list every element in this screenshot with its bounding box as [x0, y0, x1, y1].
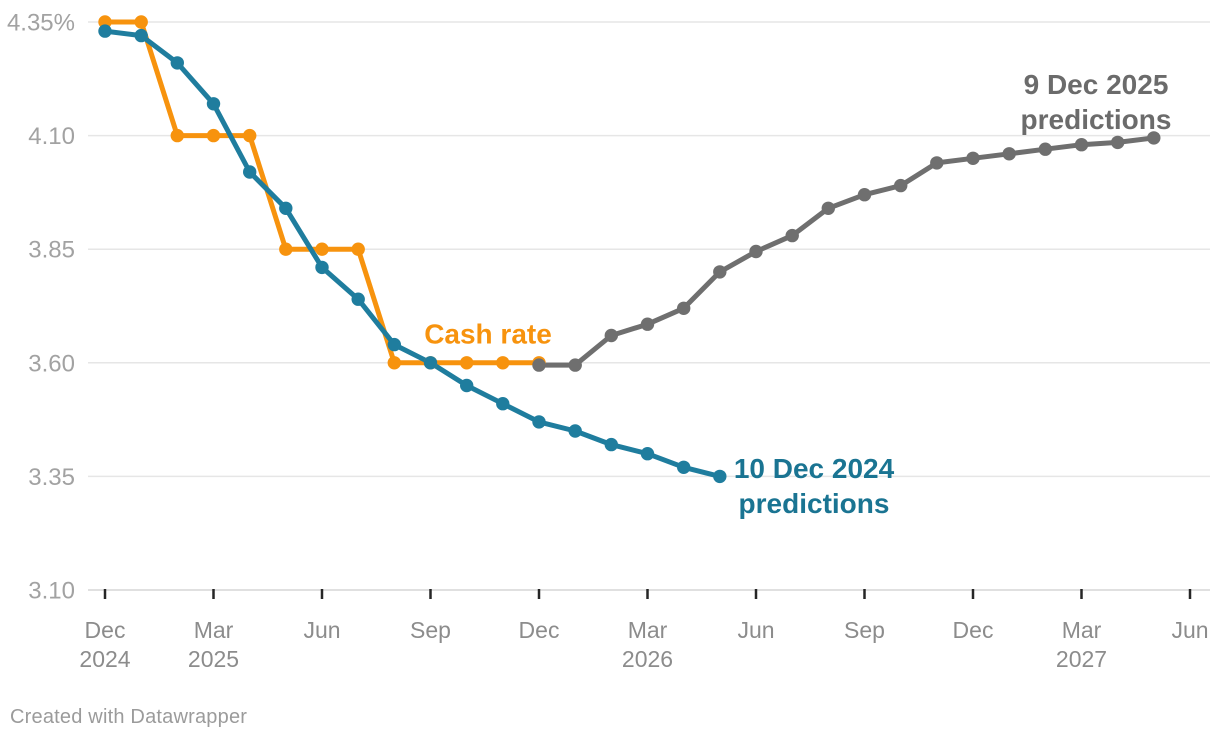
- attribution: Created with Datawrapper: [10, 706, 248, 728]
- series-label-dec2025-predictions: 9 Dec 2025 predictions: [1021, 67, 1172, 137]
- x-tick-label-month: Mar: [1062, 617, 1102, 643]
- x-tick-label-year: 2024: [79, 646, 130, 672]
- series-label-dec2024-predictions: 10 Dec 2024 predictions: [734, 451, 894, 521]
- data-point-dec2024-predictions[interactable]: [677, 460, 691, 474]
- data-point-dec2024-predictions[interactable]: [134, 28, 148, 43]
- x-tick-label-month: Dec: [85, 617, 126, 643]
- series-line-dec2025-predictions: [536, 135, 1157, 368]
- data-point-dec2025-predictions[interactable]: [1074, 138, 1089, 152]
- data-point-dec2025-predictions[interactable]: [1038, 142, 1053, 156]
- data-point-dec2024-predictions[interactable]: [98, 24, 112, 38]
- series-points: [98, 15, 1161, 484]
- data-point-cash-rate[interactable]: [315, 242, 329, 256]
- data-point-dec2024-predictions[interactable]: [568, 424, 582, 438]
- x-tick-label-year: 2025: [188, 646, 239, 672]
- x-tick-label-month: Jun: [737, 617, 774, 643]
- x-tick-label-month: Dec: [953, 617, 994, 643]
- data-point-dec2024-predictions[interactable]: [496, 397, 510, 411]
- x-axis: Dec 2024 Mar 2025 Jun Sep Dec Mar 2026 Jun Sep Dec M…: [79, 589, 1209, 672]
- data-point-cash-rate[interactable]: [279, 242, 293, 256]
- x-tick-label-month: Sep: [844, 617, 885, 643]
- x-tick-label-month: Jun: [1171, 617, 1208, 643]
- data-point-dec2024-predictions[interactable]: [351, 292, 365, 306]
- data-point-dec2025-predictions[interactable]: [568, 358, 582, 372]
- data-point-cash-rate[interactable]: [351, 242, 365, 256]
- data-point-dec2024-predictions[interactable]: [243, 165, 257, 179]
- data-point-dec2025-predictions[interactable]: [713, 265, 727, 279]
- series-label-text: Cash rate: [424, 318, 552, 350]
- data-point-dec2025-predictions[interactable]: [930, 156, 944, 170]
- data-point-cash-rate[interactable]: [243, 128, 257, 143]
- x-tick-label-year: 2027: [1056, 646, 1107, 672]
- data-point-cash-rate[interactable]: [170, 128, 184, 143]
- data-point-cash-rate[interactable]: [134, 15, 148, 29]
- y-tick-label: 4.10: [28, 123, 75, 150]
- series-line-dec2024-predictions: [102, 28, 723, 479]
- data-point-dec2024-predictions[interactable]: [532, 415, 546, 429]
- data-point-dec2025-predictions[interactable]: [532, 358, 546, 372]
- data-point-dec2025-predictions[interactable]: [640, 317, 655, 331]
- y-tick-label: 3.10: [28, 578, 75, 605]
- data-point-dec2024-predictions[interactable]: [387, 337, 401, 352]
- x-tick-label-month: Mar: [628, 617, 668, 643]
- gridlines: [88, 21, 1210, 591]
- data-point-dec2024-predictions[interactable]: [640, 447, 655, 461]
- data-point-dec2025-predictions[interactable]: [821, 201, 835, 215]
- data-point-dec2024-predictions[interactable]: [423, 356, 438, 370]
- x-tick-label-month: Sep: [410, 617, 451, 643]
- data-point-dec2025-predictions[interactable]: [785, 228, 799, 243]
- data-point-dec2025-predictions[interactable]: [604, 328, 618, 343]
- y-tick-label: 3.35: [28, 464, 75, 491]
- x-tick-label-month: Mar: [194, 617, 234, 643]
- data-point-cash-rate[interactable]: [206, 128, 221, 143]
- series-label-text: 10 Dec 2024: [733, 453, 895, 484]
- data-point-dec2024-predictions[interactable]: [206, 97, 221, 111]
- data-point-cash-rate[interactable]: [460, 356, 474, 370]
- data-point-dec2025-predictions[interactable]: [1147, 131, 1161, 145]
- series-line-cash-rate: [102, 19, 542, 366]
- series-label-text: 9 Dec 2025: [1023, 69, 1169, 100]
- data-point-dec2024-predictions[interactable]: [713, 469, 727, 484]
- data-point-dec2025-predictions[interactable]: [749, 244, 763, 259]
- y-axis-labels: 4.35% 4.10 3.85 3.60 3.35 3.10: [7, 10, 75, 605]
- data-point-dec2024-predictions[interactable]: [315, 260, 329, 275]
- data-point-dec2025-predictions[interactable]: [677, 301, 691, 315]
- data-point-dec2025-predictions[interactable]: [894, 178, 908, 193]
- data-point-cash-rate[interactable]: [387, 356, 401, 370]
- y-tick-label: 3.60: [28, 350, 75, 377]
- data-point-dec2025-predictions[interactable]: [966, 151, 980, 165]
- series-label-cash-rate: Cash rate: [424, 317, 552, 352]
- data-point-dec2025-predictions[interactable]: [1111, 135, 1125, 150]
- y-tick-label: 3.85: [28, 237, 75, 264]
- y-tick-label: 4.35%: [7, 10, 75, 37]
- data-point-dec2024-predictions[interactable]: [604, 437, 618, 452]
- data-point-dec2024-predictions[interactable]: [460, 378, 474, 393]
- x-tick-label-month: Dec: [519, 617, 560, 643]
- data-point-dec2025-predictions[interactable]: [857, 188, 872, 202]
- data-point-dec2024-predictions[interactable]: [170, 56, 184, 70]
- data-point-dec2024-predictions[interactable]: [279, 201, 293, 215]
- x-tick-label-year: 2026: [622, 646, 673, 672]
- data-point-cash-rate[interactable]: [496, 356, 510, 370]
- series-label-text: predictions: [738, 488, 890, 519]
- x-tick-label-month: Jun: [303, 617, 340, 643]
- data-point-dec2025-predictions[interactable]: [1002, 147, 1016, 161]
- series-label-text: predictions: [1020, 104, 1172, 135]
